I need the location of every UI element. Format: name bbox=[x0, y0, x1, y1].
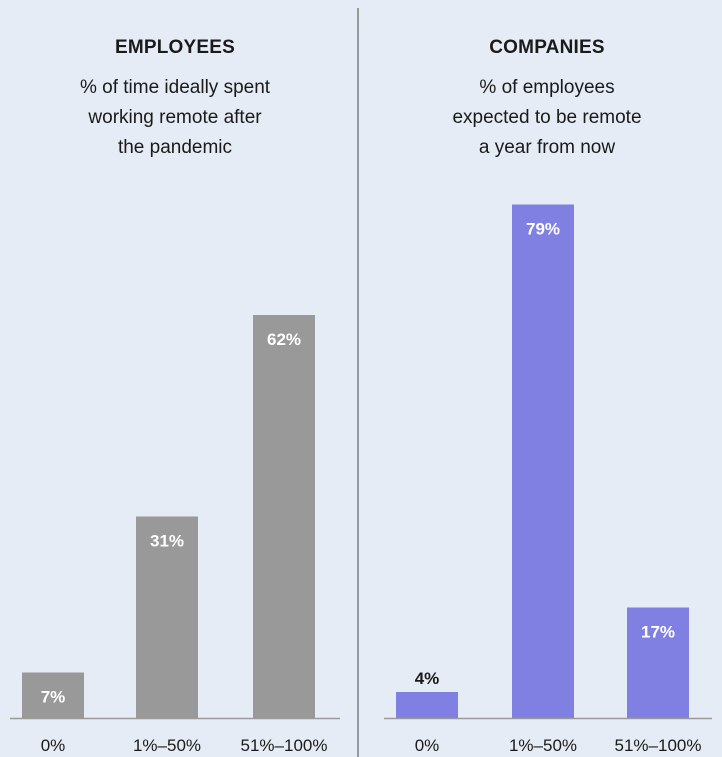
chart-subtitle: % of time ideally spent working remote a… bbox=[79, 77, 271, 158]
x-tick-label: 1%–50% bbox=[509, 736, 577, 755]
panel-divider bbox=[357, 8, 359, 757]
data-label: 31% bbox=[150, 532, 184, 551]
x-tick-label: 51%–100% bbox=[241, 736, 328, 755]
bar bbox=[136, 516, 198, 718]
bar bbox=[253, 315, 315, 718]
data-label: 79% bbox=[526, 220, 560, 239]
chart-title: COMPANIES bbox=[489, 37, 605, 58]
data-label: 4% bbox=[415, 669, 440, 688]
data-label: 7% bbox=[41, 688, 66, 707]
chart-title: EMPLOYEES bbox=[114, 37, 236, 58]
data-label: 62% bbox=[267, 330, 301, 349]
bar-chart-companies: 4% 0% 79% 1%–50% 17% 51%–100% bbox=[384, 204, 712, 755]
x-tick-label: 0% bbox=[41, 736, 66, 755]
bar bbox=[396, 692, 458, 718]
bar bbox=[627, 607, 689, 718]
x-tick-label: 1%–50% bbox=[133, 736, 201, 755]
x-tick-label: 0% bbox=[415, 736, 440, 755]
bar bbox=[22, 672, 84, 718]
x-tick-label: 51%–100% bbox=[615, 736, 702, 755]
data-label: 17% bbox=[641, 623, 675, 642]
chart-panel-companies: COMPANIES % of employees expected to be … bbox=[372, 0, 722, 757]
chart-panel-employees: EMPLOYEES % of time ideally spent workin… bbox=[0, 0, 350, 757]
bar-chart-employees: 7% 0% 31% 1%–50% 62% 51%–100% bbox=[10, 315, 340, 755]
chart-subtitle: % of employees expected to be remote a y… bbox=[452, 77, 642, 158]
bar bbox=[512, 204, 574, 718]
